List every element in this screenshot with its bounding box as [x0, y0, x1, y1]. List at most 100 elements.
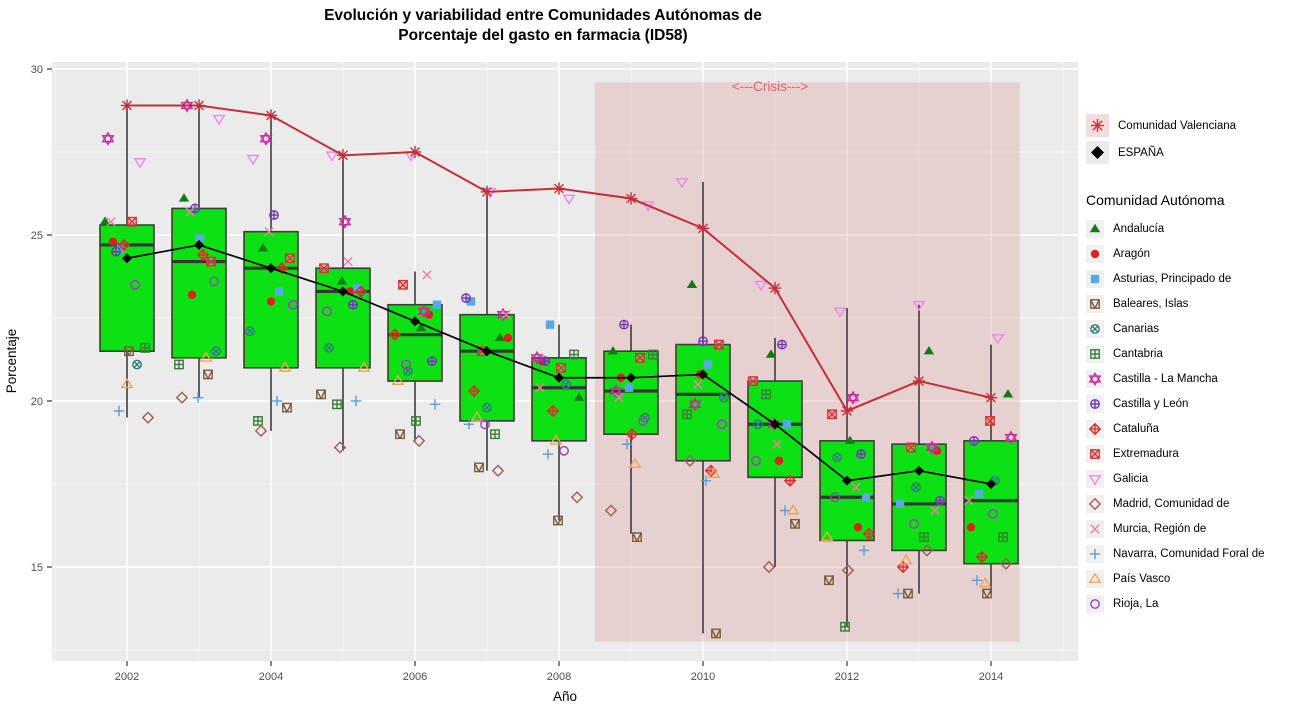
square-diagonal-marker — [124, 346, 134, 357]
legend-item: Asturias, Principado de — [1086, 266, 1298, 291]
circle-open-marker — [909, 518, 919, 529]
legend-item: Canarias — [1086, 316, 1298, 341]
square-diagonal-marker — [316, 389, 326, 400]
x-icon — [1086, 519, 1104, 538]
plus-marker — [271, 395, 283, 407]
diamond-plus-marker — [467, 384, 481, 398]
scatter-series — [111, 203, 979, 506]
diamond-filled-marker — [914, 465, 924, 476]
plus-marker — [858, 545, 870, 556]
hexagram-marker — [180, 98, 194, 113]
valenciana-line — [120, 99, 998, 418]
circle-x-marker — [211, 346, 221, 357]
square-plus-marker — [919, 532, 929, 543]
circle-filled-marker — [266, 297, 276, 306]
legend-item-label: Extremadura — [1113, 447, 1179, 460]
square-filled-marker — [974, 489, 984, 499]
legend-line-item: ESPAÑA — [1086, 139, 1298, 166]
x-marker — [422, 270, 432, 280]
square-x-marker — [827, 409, 837, 420]
circle-plus-marker — [1090, 398, 1100, 409]
x-marker — [930, 505, 940, 516]
square-filled-marker — [545, 320, 555, 329]
legend-item: Aragón — [1086, 241, 1298, 266]
circle-plus-marker — [269, 210, 279, 220]
x-tick-label: 2006 — [403, 671, 427, 683]
plus-marker — [350, 395, 362, 407]
scatter-series — [130, 276, 998, 529]
asterisk-icon — [1086, 114, 1109, 137]
diamond-plus-marker — [354, 285, 368, 298]
diamond-open-marker — [683, 454, 697, 467]
circle-filled-marker — [108, 237, 118, 246]
legend-item-label: País Vasco — [1113, 572, 1171, 585]
diamond-filled-marker — [770, 419, 780, 430]
square-plus-marker — [761, 389, 771, 400]
triangle-filled-marker — [415, 322, 427, 332]
square-plus-marker — [1090, 348, 1100, 359]
asterisk-marker — [912, 374, 926, 388]
circle-plus-marker — [461, 293, 471, 303]
square-plus-icon — [1086, 344, 1104, 363]
chart-title-line1: Evolución y variabilidad entre Comunidad… — [324, 7, 762, 24]
asterisk-marker — [264, 109, 278, 122]
circle-plus-marker — [969, 435, 979, 446]
circle-open-marker — [717, 419, 727, 430]
y-tick-label: 15 — [31, 562, 43, 574]
square-plus-marker — [253, 416, 263, 426]
triangle-down-marker — [991, 334, 1005, 345]
square-diagonal-marker — [632, 532, 642, 543]
triangle-filled-marker — [1002, 389, 1014, 398]
boxplot — [171, 105, 227, 398]
hexagram-marker — [417, 304, 431, 319]
circle-open-marker — [830, 492, 840, 503]
legend-item-label: Madrid, Comunidad de — [1113, 497, 1230, 510]
triangle-filled-marker — [844, 435, 856, 445]
diamond-filled-marker — [1091, 146, 1104, 159]
square-x-marker — [319, 263, 329, 274]
legend-item-label: Rioja, La — [1113, 597, 1159, 610]
circle-x-marker — [561, 379, 571, 390]
circle-x-marker — [482, 402, 492, 413]
square-diagonal-marker — [903, 588, 913, 599]
legend-item: Galicia — [1086, 466, 1298, 491]
legend-line-label: ESPAÑA — [1118, 146, 1164, 159]
hexagram-marker — [259, 131, 273, 146]
scatter-series — [127, 216, 995, 453]
legend-line-item: Comunidad Valenciana — [1086, 112, 1298, 139]
circle-open-marker — [288, 299, 298, 310]
triangle-open-marker — [707, 467, 721, 478]
legend-item: Andalucía — [1086, 216, 1298, 241]
asterisk-marker — [408, 145, 422, 159]
legend-panel: Comunidad Valenciana ESPAÑA Comunidad Autó… — [1086, 112, 1298, 616]
circle-open-marker — [638, 416, 648, 426]
crisis-annotation: <---Crisis---> — [732, 79, 809, 94]
triangle-filled-marker — [178, 193, 190, 202]
x-marker — [772, 439, 782, 449]
diamond-plus-marker — [1088, 422, 1102, 435]
triangle-open-marker — [470, 411, 484, 422]
triangle-down-marker — [912, 300, 926, 312]
legend-item-label: Baleares, Islas — [1113, 297, 1189, 310]
legend-item-label: Castilla y León — [1113, 397, 1189, 410]
y-tick-label: 20 — [31, 396, 43, 408]
plus-marker — [429, 399, 441, 410]
circle-plus-marker — [777, 339, 787, 350]
triangle-open-marker — [549, 434, 563, 445]
x-marker — [264, 226, 274, 237]
diamond-filled-marker — [482, 346, 492, 357]
circle-open-marker — [559, 445, 569, 456]
circle-x-marker — [832, 452, 842, 463]
diamond-open-marker — [762, 560, 776, 574]
circle-plus-marker — [698, 336, 708, 347]
asterisk-marker — [336, 149, 350, 162]
legend-item-label: Asturias, Principado de — [1113, 272, 1232, 285]
square-plus-marker — [490, 429, 500, 440]
square-x-marker — [127, 216, 137, 227]
asterisk-marker — [1091, 119, 1104, 132]
diamond-open-marker — [999, 557, 1013, 570]
triangle-down-marker — [1088, 474, 1102, 486]
legend-item-label: Cataluña — [1113, 422, 1160, 435]
legend-item: Cantabria — [1086, 341, 1298, 366]
triangle-open-marker — [278, 361, 292, 372]
